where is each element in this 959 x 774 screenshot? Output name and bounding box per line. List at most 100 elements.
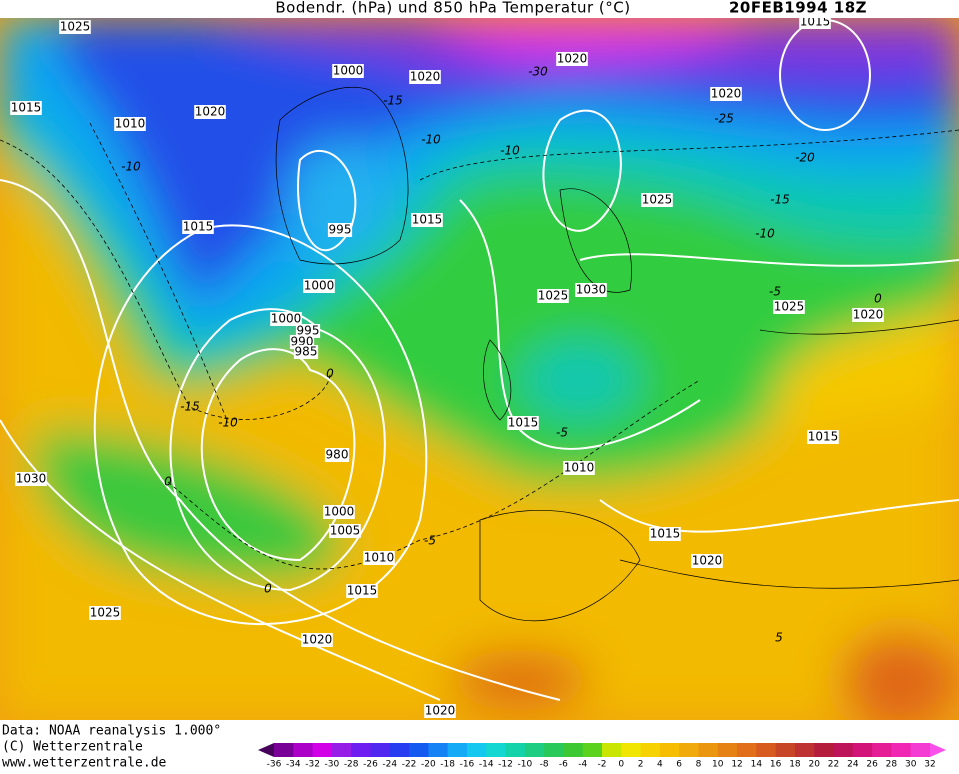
temperature-label: 0: [326, 367, 334, 381]
isobar-label: 1010: [564, 461, 595, 475]
isobar-label-box: [182, 220, 214, 234]
isobar-label: 1000: [324, 505, 355, 519]
isobar-label: 1000: [304, 279, 335, 293]
isobar-label-box: [303, 279, 335, 293]
colorbar-cell: [447, 743, 468, 757]
isobar-label-box: [15, 472, 47, 486]
colorbar-cell: [466, 743, 487, 757]
colorbar-cell: [409, 743, 429, 757]
colorbar-cell: [505, 743, 526, 757]
isobar-label-box: [114, 117, 146, 131]
isobar-label-box: [710, 87, 742, 101]
colorbar-tick-label: -12: [498, 760, 513, 770]
colorbar-cell: [428, 743, 449, 757]
colorbar-tick-label: 4: [657, 760, 663, 770]
colorbar-cell: [756, 743, 777, 757]
isobar-label-box: [10, 101, 42, 115]
colorbar-tick-label: 6: [676, 760, 682, 770]
colorbar-cell: [370, 743, 391, 757]
header-band: [0, 0, 959, 18]
isobar-label: 1000: [333, 64, 364, 78]
isobar-label-box: [59, 20, 91, 34]
isobar-label-box: [507, 416, 539, 430]
colorbar-cell: [582, 743, 603, 757]
isobar-label-box: [409, 70, 441, 84]
isobar-label: 1025: [642, 193, 673, 207]
colorbar-tick-label: -6: [559, 760, 568, 770]
colorbar-tick-label: 32: [924, 760, 935, 770]
colorbar-cell: [486, 743, 507, 757]
colorbar-cell: [274, 743, 294, 757]
temperature-label: -5: [769, 285, 781, 299]
isobar-label: 1030: [16, 472, 47, 486]
isobar-label: 1020: [711, 87, 742, 101]
colorbar-tick-label: -30: [325, 760, 340, 770]
colorbar-cell: [621, 743, 642, 757]
isobar-label-box: [852, 308, 884, 322]
isobar-label-box: [563, 461, 595, 475]
isobar-label-box: [641, 193, 673, 207]
colorbar-tick-label: -22: [402, 760, 417, 770]
colorbar-tick-label: 18: [789, 760, 801, 770]
coastlines: [275, 86, 959, 622]
colorbar-cell: [293, 743, 314, 757]
colorbar-tick-label: 8: [696, 760, 702, 770]
temperature-label: -20: [795, 151, 815, 165]
isobar-label-box: [556, 52, 588, 66]
colorbar-cell: [351, 743, 371, 757]
colorbar-tick-label: 22: [828, 760, 839, 770]
isobar-label: 1020: [557, 52, 588, 66]
isobar-label-box: [323, 505, 355, 519]
isobar-label-box: [773, 300, 805, 314]
colorbar-cell: [544, 743, 564, 757]
colorbar-tick-label: -14: [479, 760, 494, 770]
isobar-label-box: [293, 345, 319, 359]
colorbar-cell: [794, 743, 815, 757]
colorbar-cell: [331, 743, 352, 757]
isobar-label-box: [363, 551, 395, 565]
colorbar-tick-label: -20: [421, 760, 436, 770]
colorbar-cell: [389, 743, 410, 757]
colorbar-tick-label: 24: [847, 760, 859, 770]
temperature-label: -5: [424, 534, 436, 548]
colorbar-cell: [312, 743, 333, 757]
temperature-label: -15: [383, 94, 403, 108]
isobar-label-box: [575, 283, 607, 297]
isobar-label: 1025: [774, 300, 805, 314]
colorbar-tick-label: -16: [460, 760, 475, 770]
colorbar-tick-label: 2: [638, 760, 644, 770]
colorbar-tick-label: -4: [578, 760, 587, 770]
temperature-label: 0: [264, 582, 272, 596]
isobar-label-box: [649, 527, 681, 541]
colorbar-tick-label: -2: [598, 760, 607, 770]
isobar-label: 1005: [330, 524, 361, 538]
isobar-label-box: [411, 213, 443, 227]
labels: 1025 1015 1020 1020 1000 1020 1015 1010 1020 1015…: [10, 15, 884, 718]
isobar-label: 1010: [364, 551, 395, 565]
colorbar-cell: [698, 743, 719, 757]
isobar-label: 995: [297, 324, 320, 338]
colorbar-tick-label: -24: [382, 760, 397, 770]
isobar-label: 980: [326, 448, 349, 462]
isobar-label: 1015: [412, 213, 443, 227]
colorbar-tick-label: -36: [267, 760, 282, 770]
temperature-contours: [0, 122, 959, 570]
isobar-label: 1020: [692, 554, 723, 568]
footer-url: www.wetterzentrale.de: [2, 756, 167, 771]
colorbar-cell: [659, 743, 680, 757]
colorbar-cell: [717, 743, 738, 757]
colorbar-tick-label: -8: [540, 760, 549, 770]
temperature-label: -10: [121, 160, 141, 174]
colorbar-tick-label: -26: [363, 760, 378, 770]
colorbar-tick-label: -28: [344, 760, 359, 770]
colorbar-left-arrow: [258, 743, 274, 757]
colorbar-cell: [833, 743, 854, 757]
temperature-label: -10: [218, 416, 238, 430]
isobar-label-box: [89, 606, 121, 620]
colorbar-cell: [602, 743, 622, 757]
isobar-label-box: [799, 15, 831, 29]
isobar-label-box: [332, 64, 364, 78]
colorbar-tick-label: -10: [517, 760, 532, 770]
isobar-label-box: [270, 312, 302, 326]
